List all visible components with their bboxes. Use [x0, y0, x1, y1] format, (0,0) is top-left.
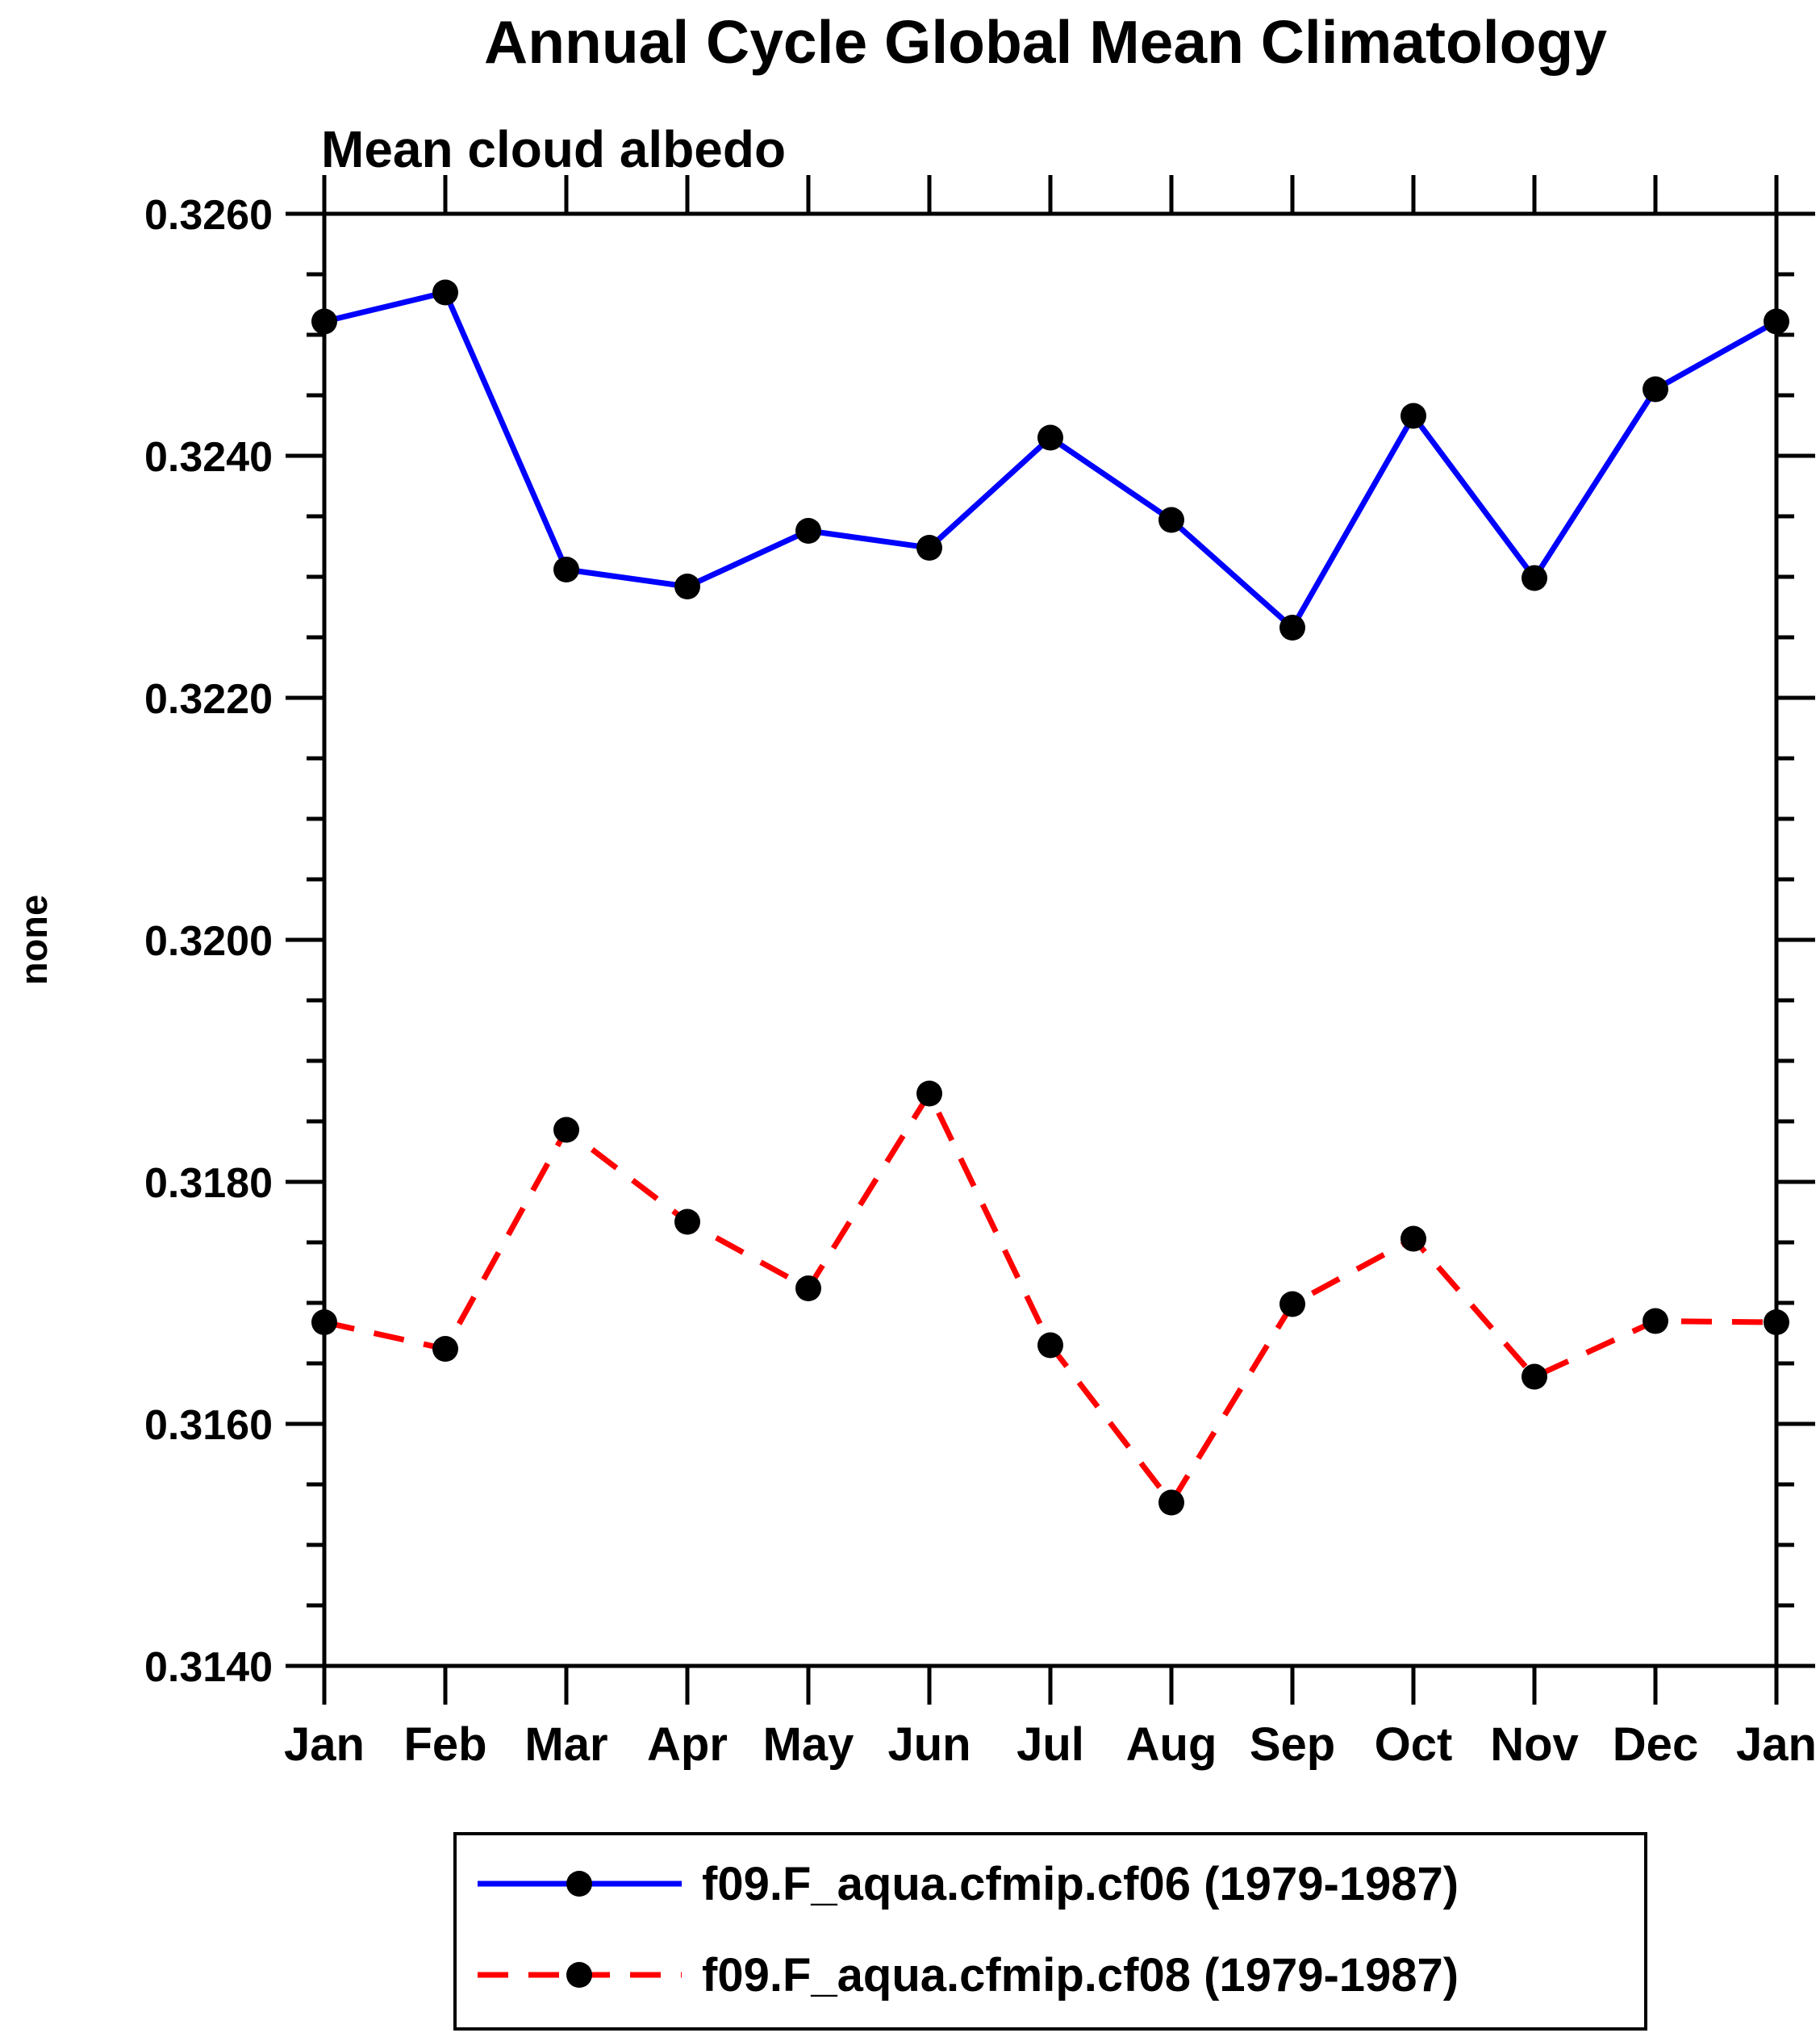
series-0-point-Feb — [432, 279, 458, 306]
x-tick-label: Jul — [1016, 1718, 1084, 1771]
series-1-point-Jun — [916, 1080, 942, 1107]
series-0-point-Jun — [916, 535, 942, 561]
series-0-point-Jan — [311, 308, 337, 335]
series-1-point-Aug — [1158, 1489, 1184, 1516]
x-tick-label: Mar — [524, 1718, 607, 1771]
y-tick-label: 0.3160 — [144, 1402, 273, 1449]
y-tick-label: 0.3140 — [144, 1644, 273, 1691]
series-line-1 — [324, 1087, 1777, 1508]
x-tick-label: Oct — [1375, 1718, 1453, 1771]
x-tick-label: Sep — [1250, 1718, 1335, 1771]
series-0-point-Oct — [1400, 403, 1426, 429]
legend-entry-label-0: f09.F_aqua.cfmip.cf06 (1979-1987) — [702, 1858, 1459, 1910]
legend-entry-label-1: f09.F_aqua.cfmip.cf08 (1979-1987) — [702, 1949, 1459, 2002]
x-tick-label: May — [763, 1718, 854, 1771]
x-tick-label: Jan — [284, 1718, 365, 1771]
series-0-point-Jan — [1764, 308, 1789, 335]
y-axis-title: none — [12, 895, 55, 985]
y-tick-label: 0.3180 — [144, 1160, 273, 1207]
y-tick-label: 0.3240 — [144, 434, 273, 481]
series-1-point-Oct — [1400, 1225, 1426, 1252]
x-tick-label: Jun — [887, 1718, 971, 1771]
series-1-point-Feb — [432, 1336, 458, 1362]
series-1-point-Jan — [311, 1309, 337, 1335]
series-1-point-Apr — [674, 1208, 700, 1235]
legend-sample-marker-1 — [566, 1962, 592, 1988]
series-0-point-Jul — [1037, 424, 1063, 451]
y-tick-label: 0.3260 — [144, 192, 273, 239]
series-0-point-Dec — [1643, 376, 1668, 403]
x-tick-label: Aug — [1126, 1718, 1217, 1771]
series-0-point-Nov — [1522, 565, 1547, 591]
series-0-point-Aug — [1158, 507, 1184, 533]
y-tick-label: 0.3200 — [144, 918, 273, 965]
series-1-point-Jan — [1764, 1309, 1789, 1335]
legend-sample-marker-0 — [566, 1871, 592, 1897]
series-0-point-Mar — [553, 557, 579, 582]
chart-subtitle: Mean cloud albedo — [321, 120, 786, 178]
series-1-point-Dec — [1643, 1308, 1668, 1334]
legend-box — [453, 1832, 1647, 2031]
x-tick-label: Nov — [1490, 1718, 1579, 1771]
y-tick-label: 0.3220 — [144, 676, 273, 723]
series-1-point-Nov — [1522, 1363, 1547, 1390]
series-1-point-May — [795, 1275, 821, 1301]
series-1-point-Jul — [1037, 1332, 1063, 1359]
x-tick-label: Apr — [647, 1718, 728, 1771]
series-0-point-Apr — [674, 574, 700, 599]
chart-title: Annual Cycle Global Mean Climatology — [484, 8, 1607, 76]
x-tick-label: Feb — [403, 1718, 486, 1771]
x-tick-label: Dec — [1613, 1718, 1698, 1771]
series-1-point-Sep — [1279, 1291, 1305, 1317]
series-1-point-Mar — [553, 1117, 579, 1143]
series-0-point-Sep — [1279, 615, 1305, 641]
plot-area: 0.3140 0.3160 0.3180 0.3200 0.3220 0.3240 0.32… — [144, 175, 1817, 1771]
series-line-0 — [324, 289, 1778, 632]
legend: f09.F_aqua.cfmip.cf06 (1979-1987) f09.F_a… — [453, 1832, 1647, 2031]
series-0-point-May — [795, 518, 821, 544]
x-tick-label: Jan — [1736, 1718, 1817, 1771]
